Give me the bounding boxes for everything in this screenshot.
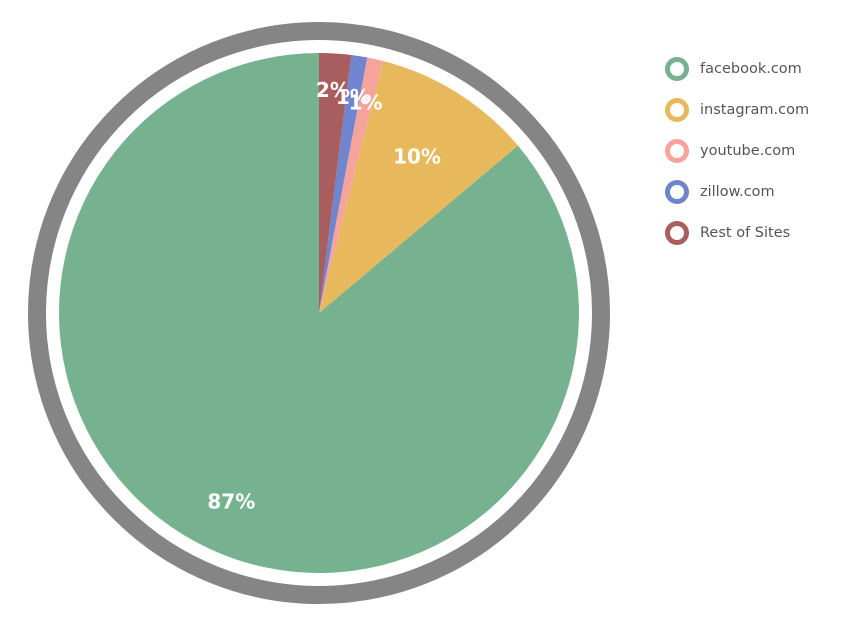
legend-marker-icon: [665, 138, 689, 163]
legend-item: facebook.com: [665, 55, 855, 82]
pie-slice-instagram-com: [319, 61, 518, 314]
slice-label: 87%: [207, 490, 255, 514]
legend-item: youtube.com: [665, 137, 855, 164]
pie-slice-zillow-com: [319, 55, 368, 313]
pie-slice-rest-of-sites: [319, 53, 352, 313]
outer-ring: [28, 22, 610, 604]
legend-label: Rest of Sites: [700, 224, 791, 241]
legend-label: youtube.com: [700, 142, 796, 159]
legend-item: instagram.com: [665, 96, 855, 123]
legend-marker-icon: [665, 97, 689, 122]
legend-item: zillow.com: [665, 178, 855, 205]
slice-label: 1%: [349, 90, 383, 114]
legend-marker-icon: [665, 220, 689, 245]
legend-item: Rest of Sites: [665, 219, 855, 246]
legend-label: facebook.com: [700, 60, 802, 77]
chart-legend: facebook.com instagram.com youtube.com zill…: [665, 55, 855, 260]
legend-marker-icon: [665, 179, 689, 204]
slice-label: 10%: [393, 145, 441, 169]
pie-slices: [58, 53, 579, 573]
pie-slice-youtube-com: [319, 57, 384, 314]
pie-slice-facebook-com: [58, 53, 579, 573]
legend-label: instagram.com: [700, 101, 810, 118]
legend-label: zillow.com: [700, 183, 775, 200]
slice-label: 1%: [336, 85, 370, 109]
pie-slice-labels: 87% 10% 1%1%2%: [207, 78, 441, 514]
slice-label: 2%: [316, 78, 350, 102]
legend-marker-icon: [665, 56, 689, 81]
